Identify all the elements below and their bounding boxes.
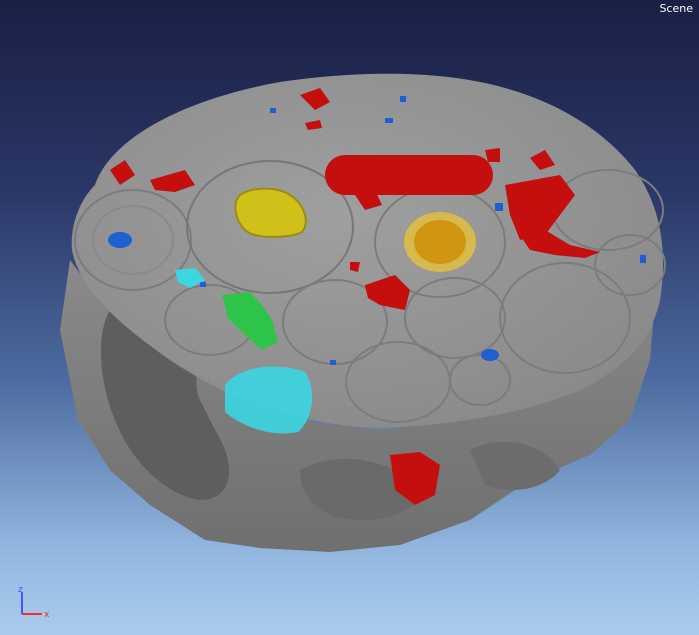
red-segmented-regions: [110, 88, 600, 505]
cyan-segmented-region: [175, 268, 313, 434]
orange-segmented-region: [404, 212, 476, 272]
scene-label: Scene: [659, 2, 693, 15]
blue-segmented-regions: [108, 96, 646, 365]
z-axis-label: z: [18, 585, 23, 595]
sample-top-surface: [71, 73, 663, 428]
axis-triad: z x: [18, 585, 50, 620]
x-axis-label: x: [44, 610, 50, 620]
cavity-shadow-2: [300, 458, 420, 520]
green-segmented-region: [222, 292, 278, 350]
yellow-segmented-region: [234, 187, 307, 238]
cavity-shadow-3: [470, 441, 560, 490]
